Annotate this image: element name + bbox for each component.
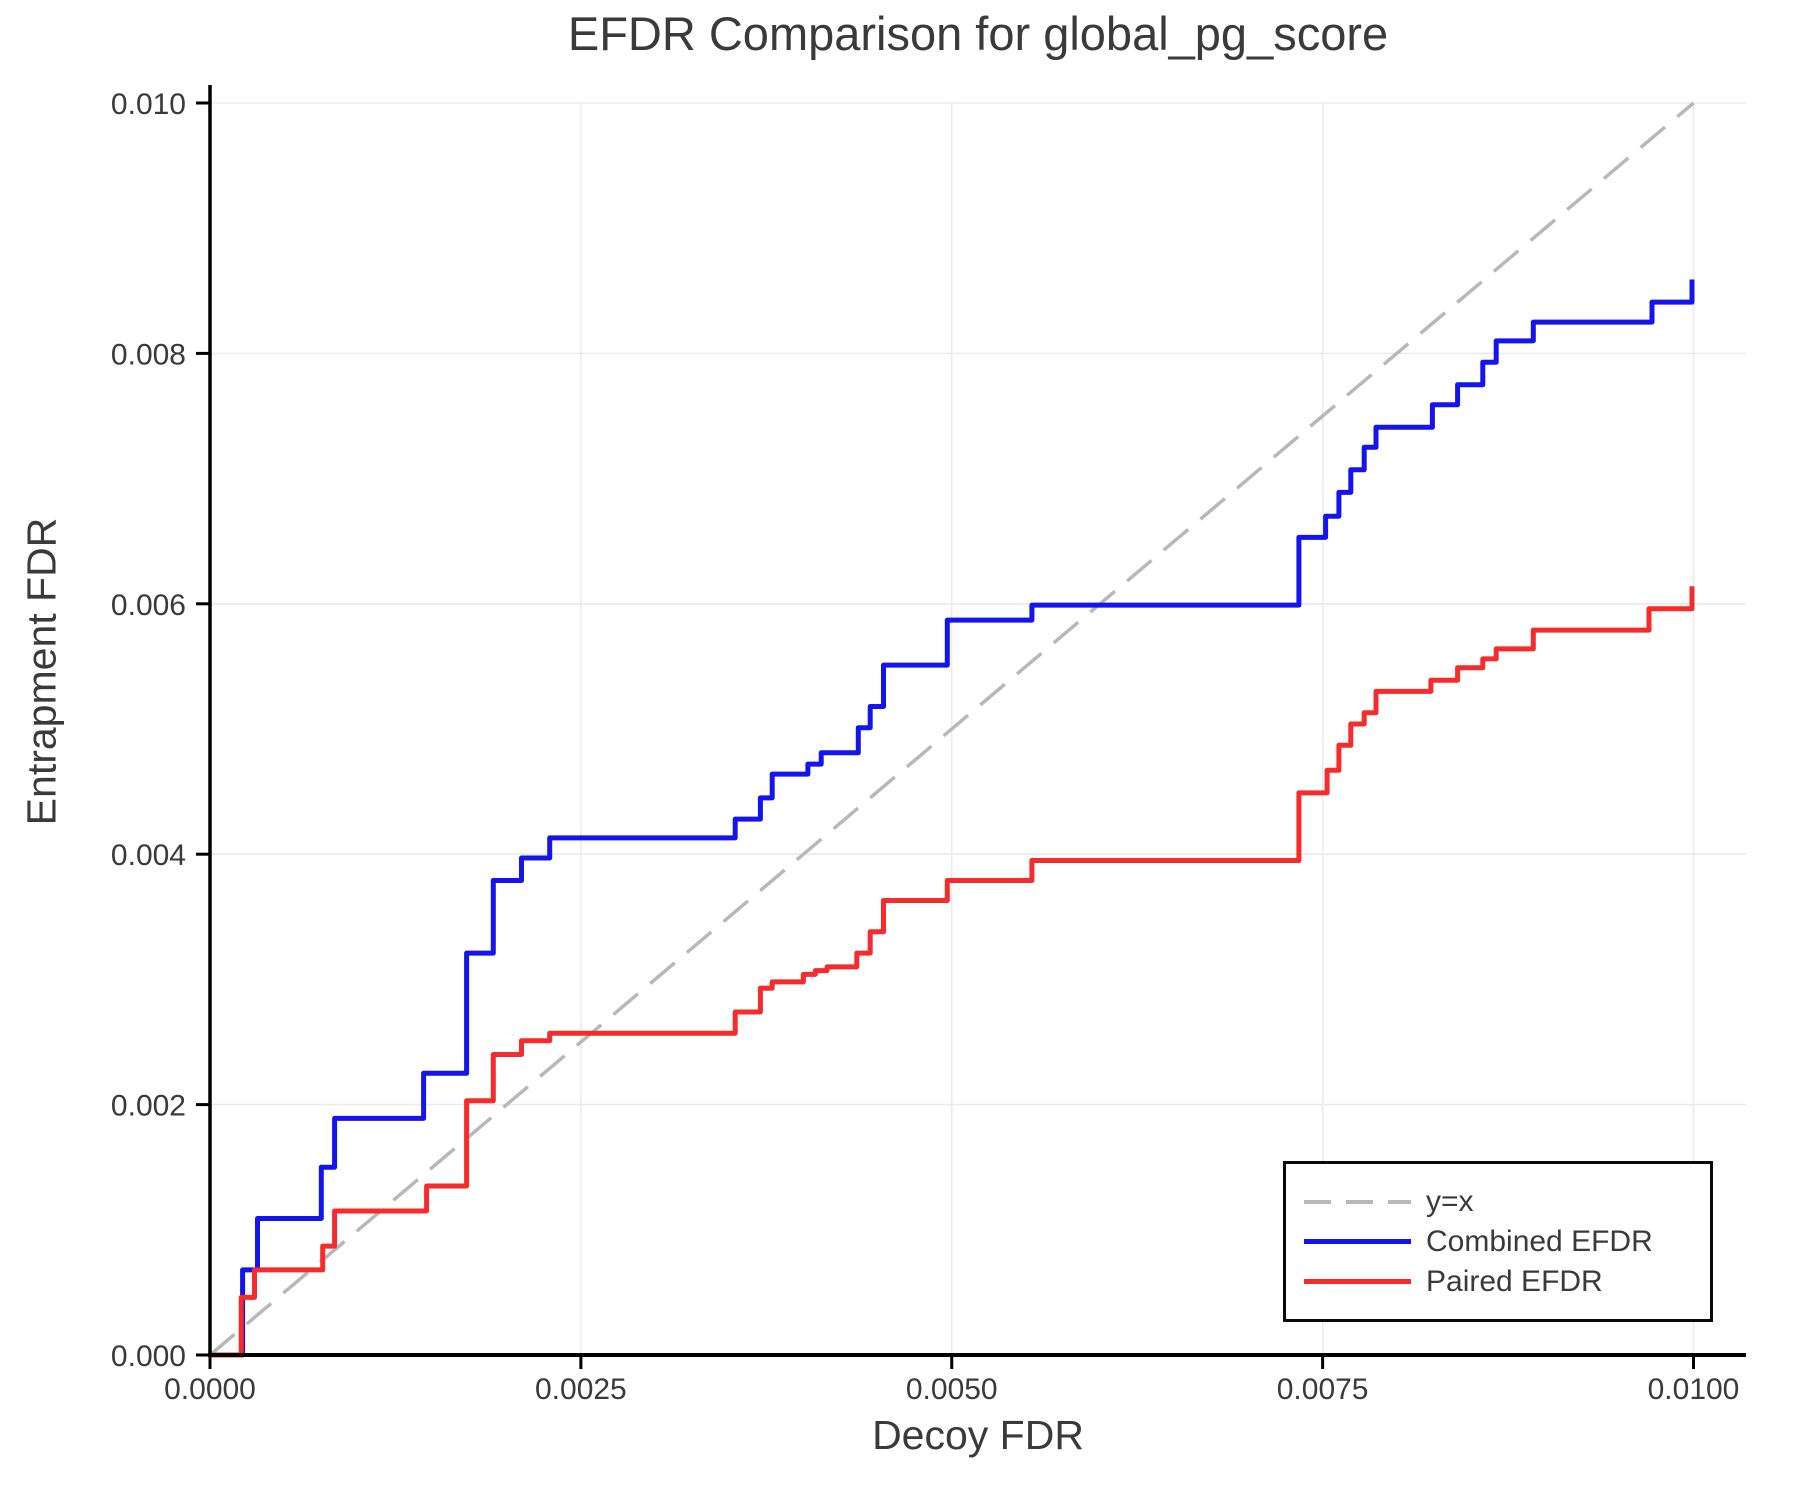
legend-row-combined: Combined EFDR: [1304, 1222, 1710, 1262]
y-tick-label: 0.002: [111, 1090, 186, 1123]
legend-label-yx: y=x: [1426, 1184, 1474, 1218]
y-axis-title: Entrapment FDR: [18, 517, 65, 826]
legend-label-paired: Paired EFDR: [1426, 1264, 1603, 1298]
x-tick-label: 0.0025: [535, 1373, 627, 1406]
x-tick-label: 0.0000: [164, 1373, 256, 1406]
y-tick-label: 0.000: [111, 1340, 186, 1373]
legend-row-yx: y=x: [1304, 1182, 1710, 1222]
y-tick-label: 0.006: [111, 589, 186, 622]
x-tick-label: 0.0075: [1277, 1373, 1369, 1406]
diagonal-reference-line: [208, 101, 1695, 1357]
x-axis-title: Decoy FDR: [872, 1412, 1084, 1458]
y-tick-label: 0.010: [111, 88, 186, 121]
paired-efdr-curve: [210, 586, 1695, 1358]
x-tick-label: 0.0050: [906, 1373, 998, 1406]
y-tick-label: 0.008: [111, 338, 186, 371]
x-tick-label: 0.0100: [1648, 1373, 1740, 1406]
legend-label-combined: Combined EFDR: [1426, 1224, 1653, 1258]
y-tick-label: 0.004: [111, 839, 186, 872]
blue-line-swatch: [1304, 1239, 1411, 1244]
chart-title: EFDR Comparison for global_pg_score: [567, 7, 1389, 60]
legend: y=x Combined EFDR Paired EFDR: [1283, 1161, 1713, 1322]
red-line-swatch: [1304, 1279, 1411, 1284]
legend-row-paired: Paired EFDR: [1304, 1262, 1710, 1302]
dashed-line-swatch: [1304, 1199, 1411, 1204]
combined-efdr-curve: [210, 279, 1695, 1358]
